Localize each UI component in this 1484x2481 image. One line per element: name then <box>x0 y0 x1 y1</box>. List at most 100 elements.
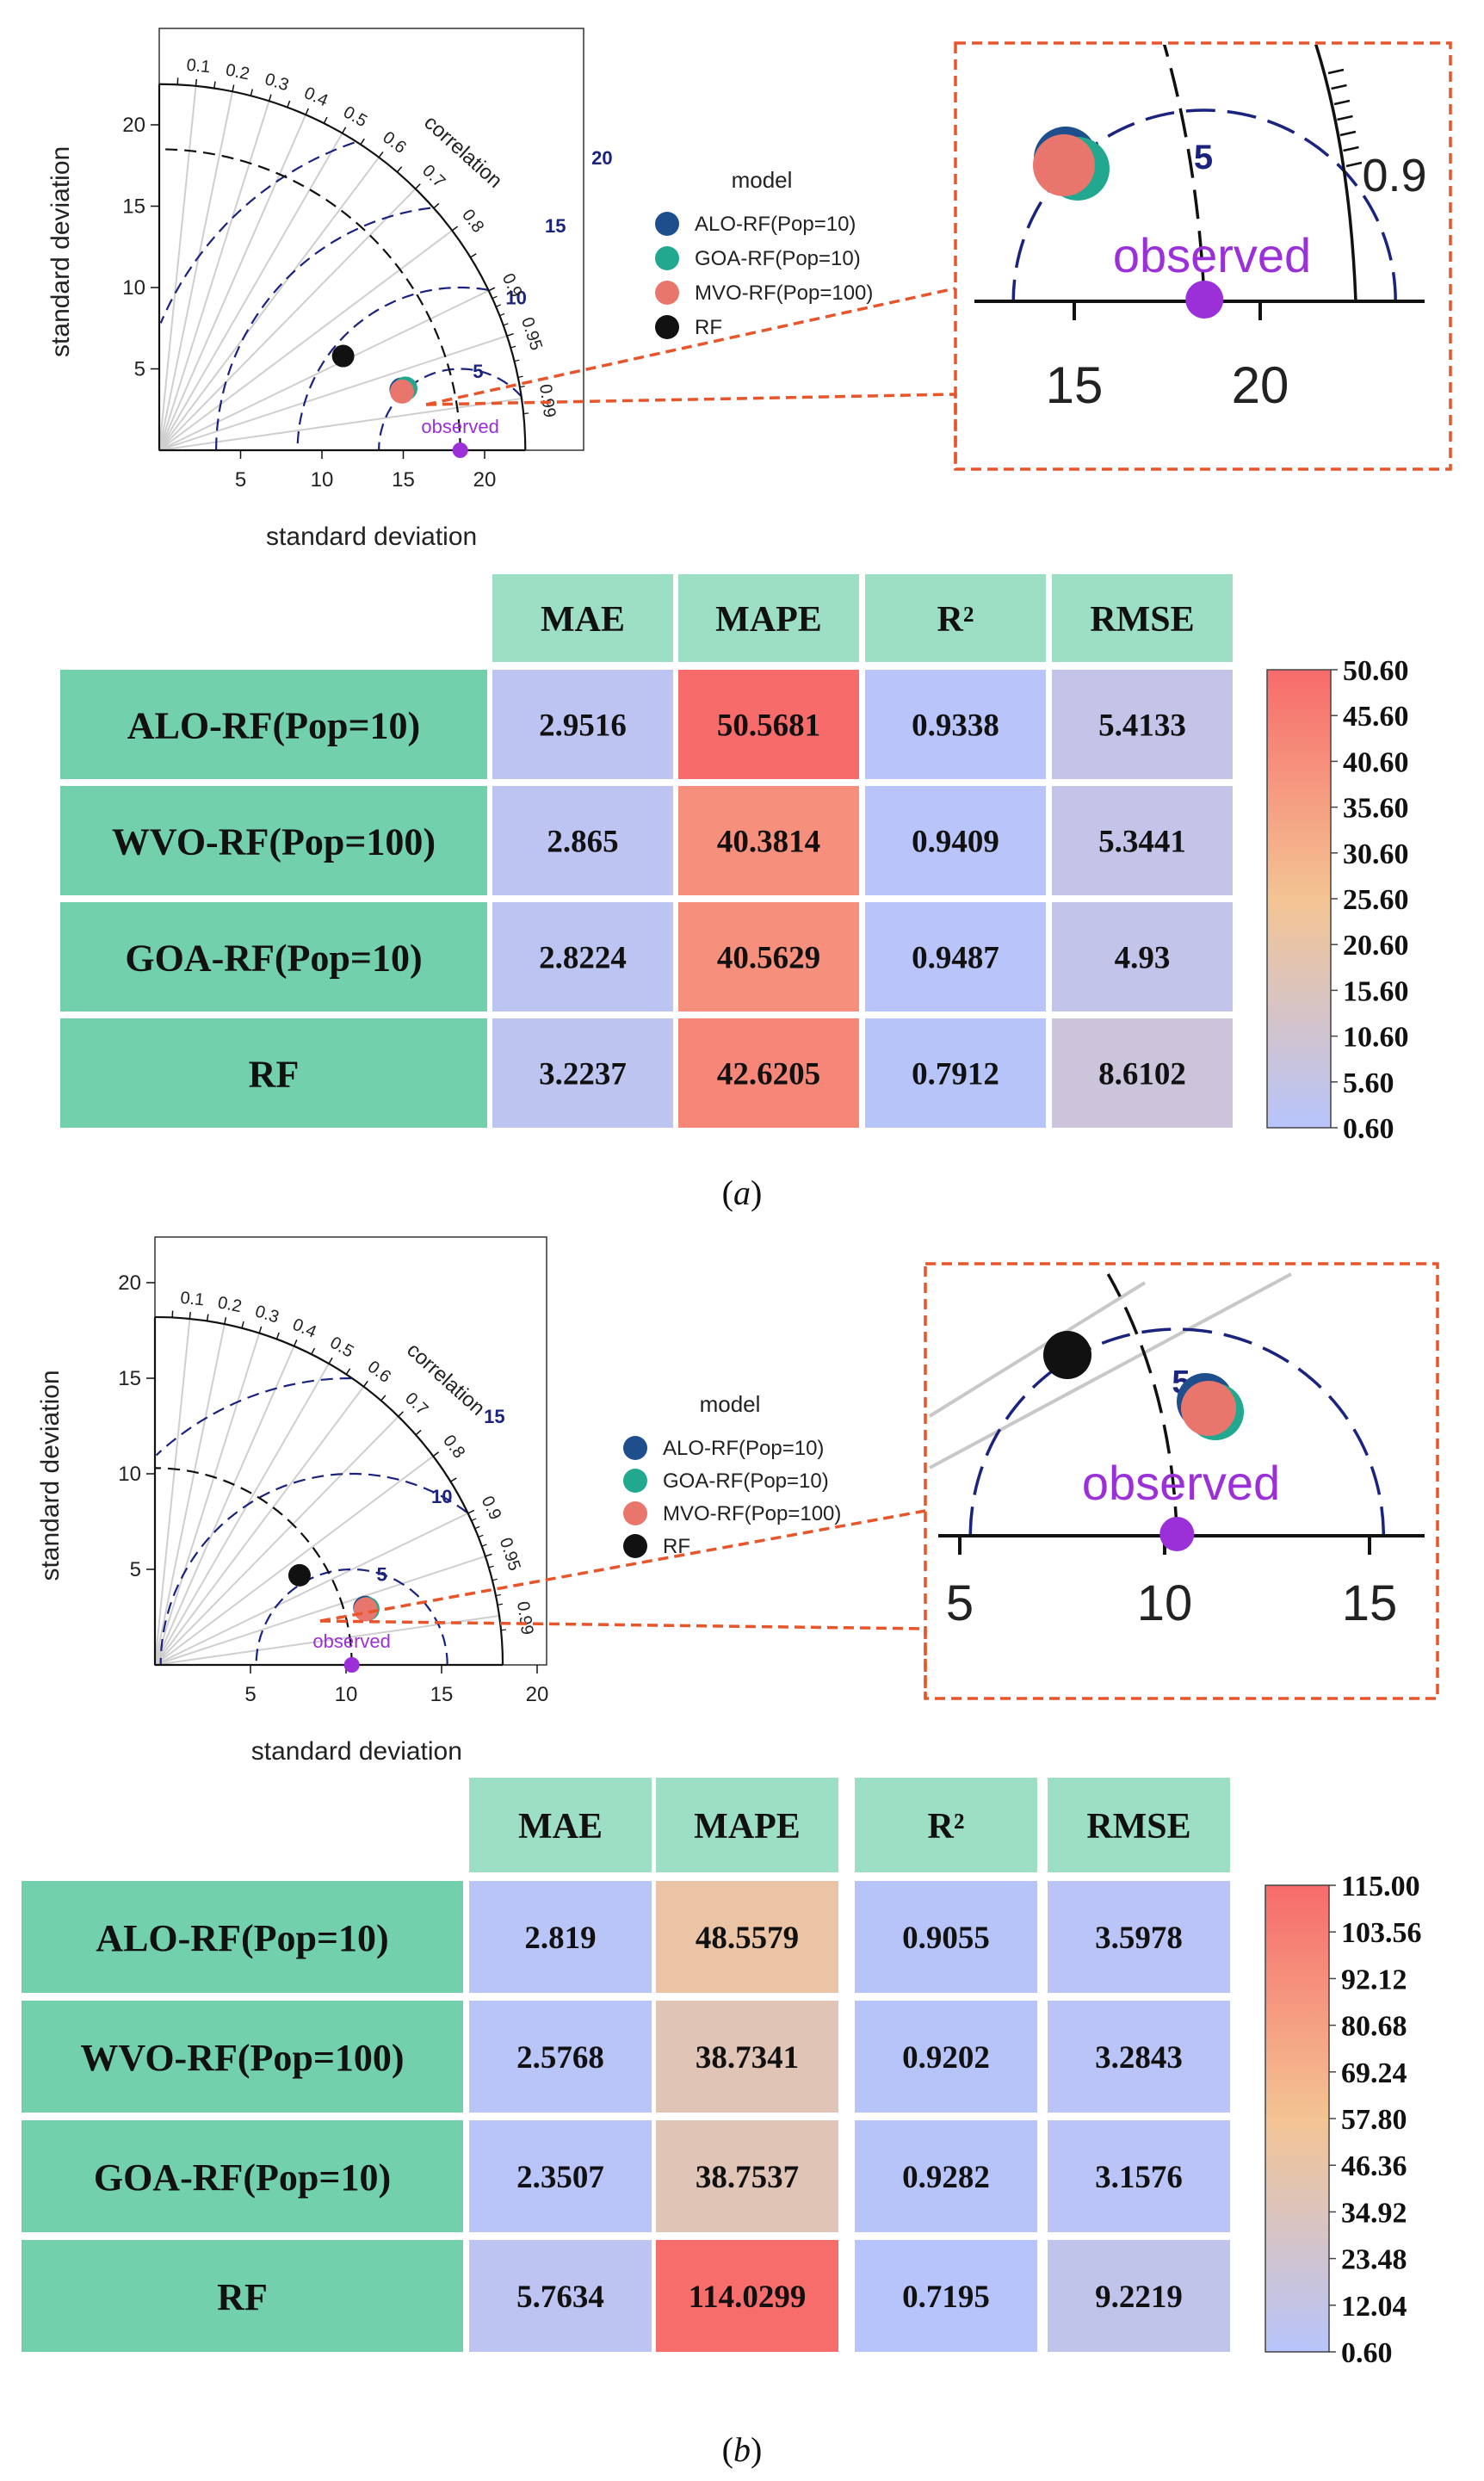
row-label: GOA-RF(Pop=10) <box>125 937 422 980</box>
value-cell <box>678 786 859 895</box>
value-cell <box>656 2120 838 2232</box>
correlation-line <box>158 398 522 451</box>
rms-label: 10 <box>505 288 526 309</box>
value-label: 3.1576 <box>1095 2160 1183 2195</box>
value-label: 3.2237 <box>539 1057 627 1092</box>
zoom-connector <box>319 1509 926 1623</box>
value-cell <box>855 1881 1037 1993</box>
correlation-minor-tick <box>474 1525 480 1530</box>
value-cell <box>469 2240 652 2352</box>
correlation-minor-tick <box>415 1429 422 1436</box>
correlation-minor-tick <box>495 304 501 307</box>
value-cell <box>1052 670 1233 779</box>
value-cell <box>855 2120 1037 2232</box>
value-label: 4.93 <box>1115 941 1171 976</box>
figure-a: 5 10 15 20 0.1 0.2 0.3 0.4 0.5 0.6 0.7 0.8 0.9 0.95 0.… <box>46 28 1452 1145</box>
value-cell <box>865 1018 1046 1128</box>
correlation-minor-tick <box>485 1553 492 1557</box>
correlation-minor-tick <box>1333 99 1351 106</box>
value-cell <box>855 2240 1037 2352</box>
correlation-minor-tick <box>503 323 509 326</box>
zoom-x-tick-label: 15 <box>1342 1575 1398 1631</box>
correlation-tick-label: 0.95 <box>496 1536 524 1574</box>
observed-sd-arc <box>1106 1273 1179 1537</box>
rms-label: 15 <box>484 1406 504 1427</box>
correlation-minor-tick <box>328 1357 333 1364</box>
value-label: 5.7634 <box>516 2280 604 2315</box>
panel-letter-a: a <box>733 1173 751 1212</box>
rms-contour <box>215 207 431 451</box>
correlation-minor-tick <box>488 1565 494 1568</box>
rms-label: 5 <box>377 1564 387 1586</box>
rms-contour <box>155 1377 352 1457</box>
header-cell-rmse <box>1052 574 1233 662</box>
correlation-minor-tick <box>1345 161 1363 168</box>
correlation-minor-tick <box>345 1368 351 1375</box>
row-header-cell <box>22 1881 463 1993</box>
observed-sd-arc <box>158 148 461 451</box>
legend-label: RF <box>663 1535 690 1558</box>
rms-contour <box>296 286 489 451</box>
value-cell <box>469 2001 652 2113</box>
correlation-minor-tick <box>1343 145 1359 152</box>
correlation-line <box>154 1555 486 1666</box>
header-cell-rmse <box>1048 1778 1230 1872</box>
correlation-tick-label: 0.1 <box>179 1289 205 1310</box>
color-scale-label: 20.60 <box>1343 930 1409 962</box>
value-label: 3.5978 <box>1095 1921 1183 1956</box>
correlation-minor-tick <box>311 1347 316 1355</box>
zoom-corr-label: 0.9 <box>1362 150 1426 201</box>
correlation-line <box>158 101 270 451</box>
outer-arc <box>1314 45 1357 302</box>
value-cell <box>855 2001 1037 2113</box>
correlation-tick-label: 0.4 <box>289 1315 318 1342</box>
correlation-tick-label: 0.1 <box>186 56 212 77</box>
row-label: RF <box>217 2276 268 2318</box>
color-scale-label: 103.56 <box>1341 1917 1422 1949</box>
legend-label: RF <box>695 316 722 339</box>
rms-label: 20 <box>591 147 612 169</box>
correlation-line <box>154 1333 261 1666</box>
value-label: 0.9487 <box>912 941 999 976</box>
correlation-minor-tick <box>250 89 254 96</box>
correlation-minor-tick <box>189 1311 191 1320</box>
zoom-observed-label: observed <box>1113 228 1311 282</box>
rms-contour <box>378 368 522 451</box>
row-header-cell <box>22 2240 463 2352</box>
value-label: 2.9516 <box>539 708 627 744</box>
header-label: MAPE <box>694 1807 801 1847</box>
zoom-inset: 5 0.9 observed 15 20 <box>425 41 1452 471</box>
correlation-minor-tick <box>378 151 384 158</box>
value-cell <box>492 902 673 1012</box>
rms-label: 15 <box>545 215 566 237</box>
value-cell <box>1048 2120 1230 2232</box>
y-tick-label: 5 <box>134 358 145 381</box>
observed-point <box>343 1657 360 1673</box>
header-label: RMSE <box>1090 600 1194 640</box>
correlation-tick-label: 0.7 <box>401 1389 431 1419</box>
legend-swatch-alo-rf-pop-10 <box>623 1436 647 1460</box>
value-cell <box>1048 2240 1230 2352</box>
zoom-observed-point <box>1185 281 1224 319</box>
correlation-minor-tick <box>1331 84 1347 90</box>
correlation-minor-tick <box>506 333 514 337</box>
outer-arc <box>154 1315 504 1666</box>
observed-label: observed <box>421 416 499 437</box>
color-scale-label: 80.68 <box>1341 2011 1407 2043</box>
correlation-minor-tick <box>492 1578 498 1581</box>
value-cell <box>865 902 1046 1012</box>
correlation-line <box>158 133 343 451</box>
color-scale-label: 45.60 <box>1343 701 1409 733</box>
zoom-connector <box>425 393 957 469</box>
header-cell-r <box>855 1778 1037 1872</box>
point-rf <box>331 344 355 368</box>
correlation-minor-tick <box>517 375 523 378</box>
legend-label: GOA-RF(Pop=10) <box>663 1469 829 1493</box>
header-cell-r <box>865 574 1046 662</box>
row-label: WVO-RF(Pop=100) <box>112 821 436 863</box>
correlation-line <box>158 289 490 451</box>
value-label: 0.7195 <box>902 2280 990 2315</box>
figure-b: 5 10 15 0.1 0.2 0.3 0.4 0.5 0.60.7 0.8 0.9 0.95 0.99… <box>22 1236 1439 2369</box>
value-cell <box>1048 2001 1230 2113</box>
